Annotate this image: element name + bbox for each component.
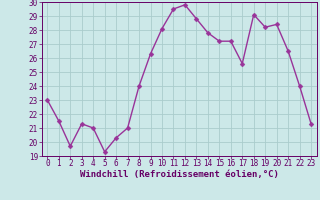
X-axis label: Windchill (Refroidissement éolien,°C): Windchill (Refroidissement éolien,°C) (80, 170, 279, 179)
